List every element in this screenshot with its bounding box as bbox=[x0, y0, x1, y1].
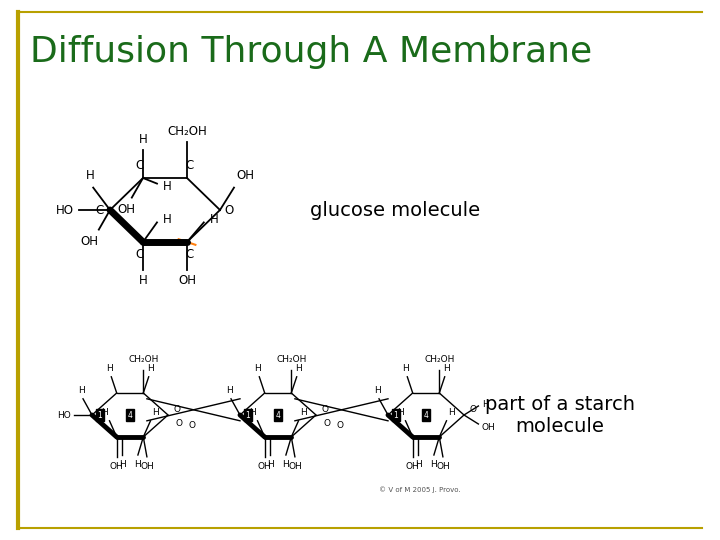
Text: H: H bbox=[266, 461, 274, 469]
Text: CH₂OH: CH₂OH bbox=[276, 355, 307, 364]
Text: H: H bbox=[101, 408, 108, 417]
Text: OH: OH bbox=[117, 203, 135, 216]
Text: Diffusion Through A Membrane: Diffusion Through A Membrane bbox=[30, 35, 592, 69]
Text: O: O bbox=[173, 404, 180, 414]
Text: H: H bbox=[210, 213, 218, 226]
Text: H: H bbox=[78, 386, 84, 395]
Text: H: H bbox=[139, 133, 148, 146]
Text: 1: 1 bbox=[246, 410, 251, 420]
Text: 4: 4 bbox=[423, 410, 428, 420]
Text: H: H bbox=[147, 364, 154, 373]
Text: OH: OH bbox=[140, 462, 154, 471]
Text: H: H bbox=[139, 274, 148, 287]
Text: OH: OH bbox=[406, 462, 420, 471]
Text: C: C bbox=[136, 159, 144, 172]
Text: OH: OH bbox=[288, 462, 302, 471]
Text: O: O bbox=[336, 421, 343, 429]
Text: C: C bbox=[186, 248, 194, 261]
Text: H: H bbox=[295, 364, 302, 373]
Text: O: O bbox=[323, 419, 330, 428]
Text: HO: HO bbox=[55, 204, 73, 217]
Text: H: H bbox=[431, 461, 437, 469]
Text: OH: OH bbox=[178, 274, 196, 287]
Text: H: H bbox=[374, 386, 381, 395]
Text: H: H bbox=[254, 364, 261, 373]
Text: C: C bbox=[136, 248, 144, 261]
Text: O: O bbox=[321, 404, 328, 414]
Text: © V of M 2005 J. Provo.: © V of M 2005 J. Provo. bbox=[379, 487, 461, 494]
Text: CH₂OH: CH₂OH bbox=[424, 355, 454, 364]
Text: OH: OH bbox=[110, 462, 124, 471]
Text: H: H bbox=[300, 408, 307, 417]
Text: O: O bbox=[225, 204, 234, 217]
Text: OH: OH bbox=[258, 462, 271, 471]
Text: H: H bbox=[443, 364, 450, 373]
Text: OH: OH bbox=[436, 462, 450, 471]
Text: H: H bbox=[119, 461, 125, 469]
Text: H: H bbox=[86, 169, 95, 182]
Text: part of a starch
molecule: part of a starch molecule bbox=[485, 395, 635, 435]
Text: O: O bbox=[175, 419, 182, 428]
Text: OH: OH bbox=[482, 423, 496, 432]
Text: C: C bbox=[186, 159, 194, 172]
Text: H: H bbox=[415, 461, 421, 469]
Text: CH₂OH: CH₂OH bbox=[167, 125, 207, 138]
Text: O: O bbox=[469, 404, 476, 414]
Text: glucose molecule: glucose molecule bbox=[310, 200, 480, 219]
Text: 1: 1 bbox=[394, 410, 398, 420]
Text: CH₂OH: CH₂OH bbox=[128, 355, 158, 364]
Text: O: O bbox=[188, 421, 195, 429]
Text: C: C bbox=[96, 204, 104, 217]
Text: H: H bbox=[226, 386, 233, 395]
Text: H: H bbox=[282, 461, 289, 469]
Text: 4: 4 bbox=[127, 410, 132, 420]
Text: H: H bbox=[163, 180, 171, 193]
Text: 4: 4 bbox=[276, 410, 280, 420]
Text: HO: HO bbox=[57, 410, 71, 420]
Text: H: H bbox=[482, 400, 489, 409]
Text: H: H bbox=[449, 408, 455, 417]
Text: H: H bbox=[402, 364, 409, 373]
Text: H: H bbox=[249, 408, 256, 417]
Text: H: H bbox=[153, 408, 159, 417]
Text: H: H bbox=[397, 408, 404, 417]
Text: H: H bbox=[135, 461, 141, 469]
Text: OH: OH bbox=[237, 169, 255, 182]
Text: OH: OH bbox=[81, 235, 99, 248]
Text: H: H bbox=[106, 364, 113, 373]
Text: H: H bbox=[163, 213, 171, 226]
Text: 1: 1 bbox=[98, 410, 102, 420]
